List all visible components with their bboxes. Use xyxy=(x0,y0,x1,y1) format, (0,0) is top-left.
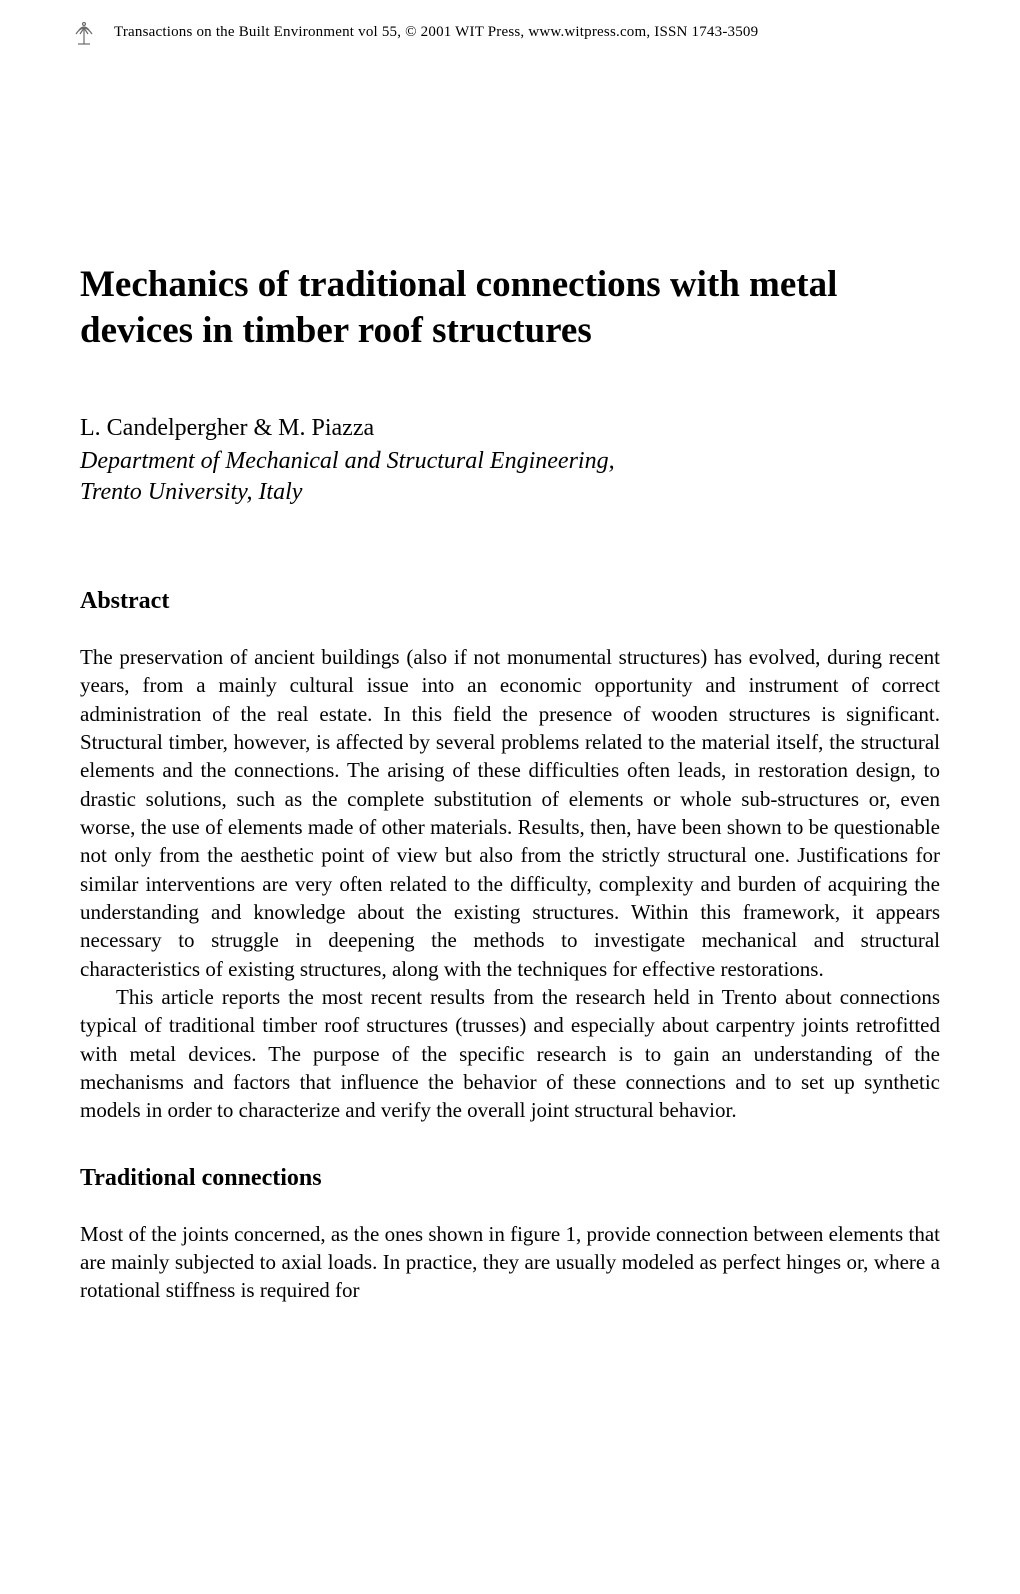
paper-content: Mechanics of traditional connections wit… xyxy=(80,262,940,1305)
section-traditional-connections-heading: Traditional connections xyxy=(80,1165,940,1192)
abstract-body: The preservation of ancient buildings (a… xyxy=(80,643,940,1125)
affiliation-line-2: Trento University, Italy xyxy=(80,479,302,505)
publisher-logo-icon xyxy=(72,18,96,46)
abstract-paragraph-2: This article reports the most recent res… xyxy=(80,983,940,1125)
affiliation-line-1: Department of Mechanical and Structural … xyxy=(80,448,615,474)
paper-authors: L. Candelpergher & M. Piazza xyxy=(80,415,940,442)
abstract-heading: Abstract xyxy=(80,588,940,615)
abstract-paragraph-1: The preservation of ancient buildings (a… xyxy=(80,643,940,983)
section-traditional-connections-body: Most of the joints concerned, as the one… xyxy=(80,1220,940,1305)
paper-title: Mechanics of traditional connections wit… xyxy=(80,262,940,355)
paper-affiliation: Department of Mechanical and Structural … xyxy=(80,446,940,508)
section-2-paragraph-1: Most of the joints concerned, as the one… xyxy=(80,1220,940,1305)
header-citation: Transactions on the Built Environment vo… xyxy=(114,24,758,41)
page-header: Transactions on the Built Environment vo… xyxy=(72,18,960,46)
